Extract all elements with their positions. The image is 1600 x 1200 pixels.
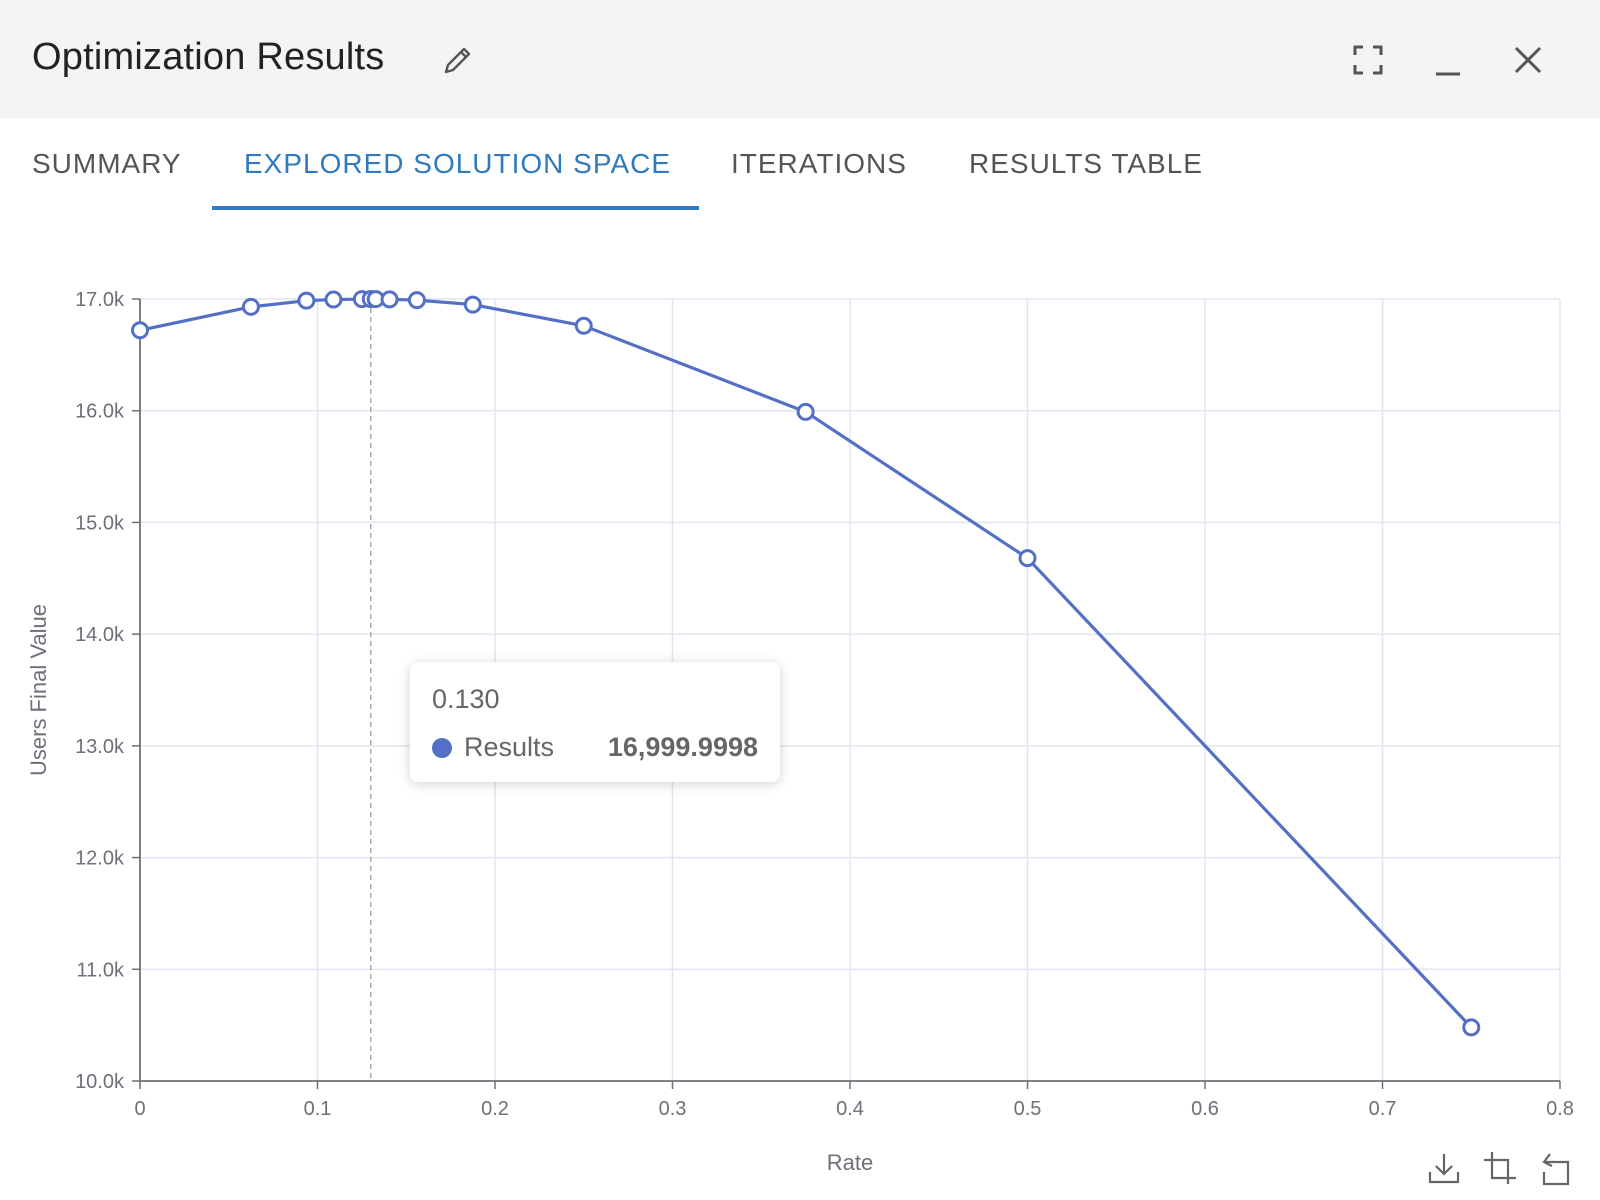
tooltip-x-value: 0.130 [432,684,500,714]
y-tick-label: 17.0k [75,289,125,311]
data-point [407,291,426,310]
tooltip-series-marker [432,738,452,758]
chart-tooltip: 0.130 Results 16,999.9998 [410,662,780,782]
x-tick-label: 0.6 [1191,1098,1219,1120]
x-tick-label: 0.3 [659,1098,687,1120]
minimize-icon[interactable] [1428,40,1468,80]
data-point [1462,1018,1481,1037]
x-tick-label: 0.2 [481,1098,509,1120]
tab-explored-solution-space[interactable]: EXPLORED SOLUTION SPACE [244,148,672,179]
window-title: Optimization Results [32,36,385,78]
title-bar: Optimization Results [0,0,1600,118]
y-tick-label: 12.0k [75,848,125,870]
data-zoom-icon[interactable] [1482,1150,1522,1190]
tab-bar: SUMMARY EXPLORED SOLUTION SPACE ITERATIO… [0,118,1600,214]
data-point [241,297,260,316]
data-point [1018,549,1037,568]
y-tick-label: 14.0k [75,624,125,646]
active-tab-indicator [212,206,699,210]
tooltip-series-name: Results [464,732,555,762]
x-axis-title: Rate [827,1150,873,1170]
data-point [297,291,316,310]
pencil-icon[interactable] [438,40,478,80]
y-tick-label: 15.0k [75,512,125,534]
x-tick-label: 0.8 [1546,1098,1574,1120]
tab-summary[interactable]: SUMMARY [32,148,182,179]
data-point [131,321,149,340]
y-tick-label: 13.0k [75,736,125,758]
y-axis-title: Users Final Value [26,604,51,776]
tab-results-table[interactable]: RESULTS TABLE [969,148,1203,179]
data-point [574,316,593,335]
y-tick-label: 11.0k [77,959,125,981]
y-tick-label: 10.0k [75,1071,125,1093]
data-point [463,295,482,314]
y-tick-label: 16.0k [75,401,125,423]
data-point [324,290,343,309]
line-chart[interactable]: 10.0k 11.0k 12.0k 13.0k 14.0k 15.0k 16.0k 17.0k… [0,230,1600,1170]
data-point [380,290,399,309]
x-tick-label: 0 [134,1098,145,1120]
restore-icon[interactable] [1536,1150,1576,1190]
download-icon[interactable] [1426,1150,1466,1190]
x-tick-label: 0.4 [836,1098,864,1120]
x-tick-label: 0.5 [1014,1098,1042,1120]
x-tick-label: 0.1 [304,1098,332,1120]
tooltip-y-value: 16,999.9998 [607,732,758,762]
tab-iterations[interactable]: ITERATIONS [731,148,907,179]
fullscreen-icon[interactable] [1348,40,1388,80]
close-icon[interactable] [1508,40,1548,80]
x-tick-label: 0.7 [1369,1098,1397,1120]
data-point [796,402,815,421]
